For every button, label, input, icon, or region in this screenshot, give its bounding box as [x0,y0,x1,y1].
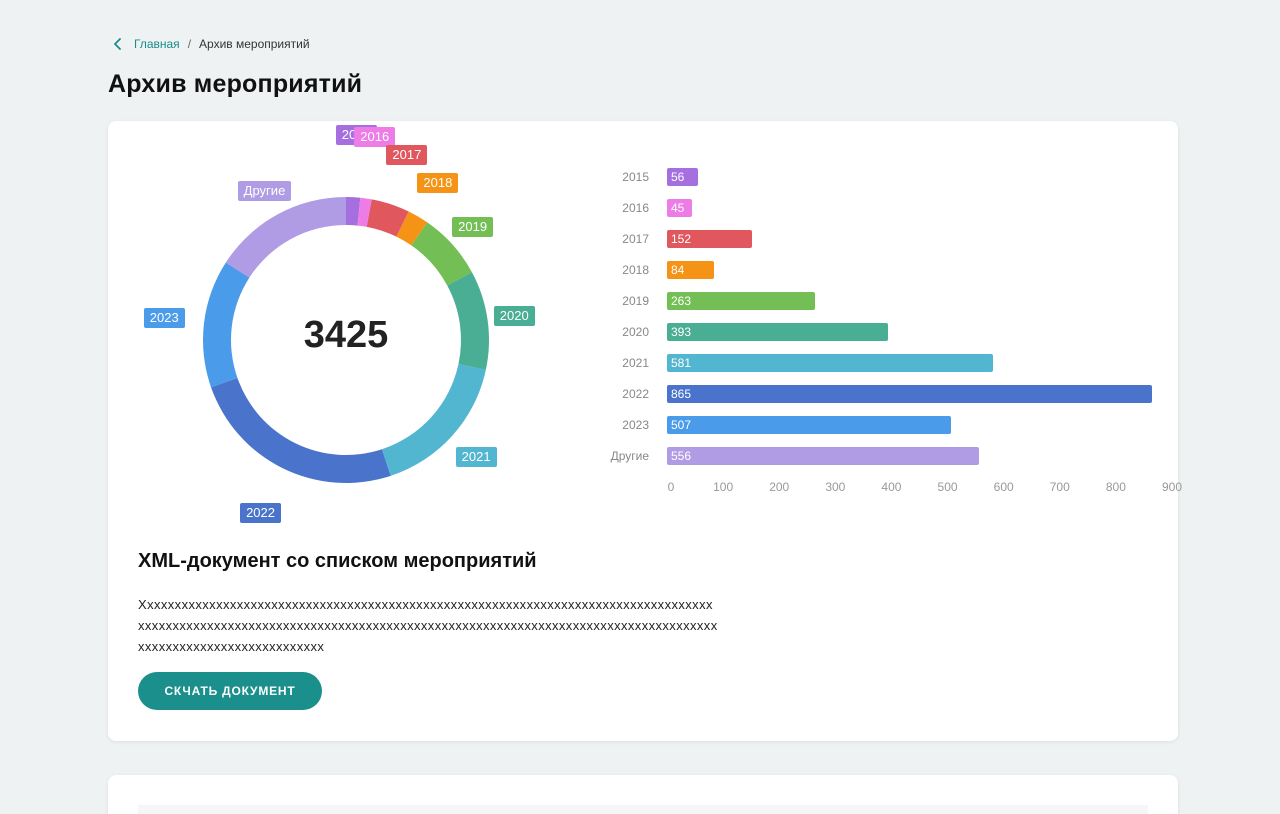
bar-2021: 581 [667,354,993,372]
donut-slice-2022 [211,377,391,483]
bar-value-label: 263 [671,294,692,308]
bar-category-label: 2020 [622,325,649,339]
bar-2023: 507 [667,416,952,434]
xml-section-title: XML-документ со списком мероприятий [138,550,537,572]
bar-category-label: 2021 [622,356,649,370]
donut-slice-2023 [203,262,250,388]
bar-value-label: 581 [671,356,692,370]
donut-chart-svg [203,197,490,483]
bar-2017: 152 [667,230,753,248]
events-archive-card: 3425 20152016201720182019202020212022202… [108,121,1182,741]
donut-total: 3425 [303,314,389,356]
donut-label-2017: 2017 [386,144,428,165]
donut-slice-2018 [396,211,428,246]
breadcrumb: Главная / Архив мероприятий [110,36,310,52]
x-tick-label: 400 [881,480,902,494]
x-tick-label: 800 [1105,480,1126,494]
donut-label-other: Другие [237,180,292,201]
bar-2016: 45 [667,199,693,217]
download-document-button[interactable]: СКЧАТЬ ДОКУМЕНТ [138,672,322,710]
x-tick-label: 0 [667,480,675,494]
bar-category-label: 2023 [622,418,649,432]
donut-slice-2015 [346,197,361,226]
donut-slice-2020 [447,272,490,370]
donut-slice-2019 [411,222,472,286]
donut-label-2019: 2019 [452,216,494,237]
second-card-header [138,805,1148,814]
bar-2020: 393 [667,323,888,341]
breadcrumb-current: Архив мероприятий [199,37,310,51]
donut-label-2023: 2023 [143,308,185,329]
bar-category-label: Другие [610,449,649,463]
bar-2022: 865 [667,385,1153,403]
bar-value-label: 152 [671,232,692,246]
second-card [108,775,1178,814]
x-tick-label: 100 [713,480,734,494]
bar-2019: 263 [667,292,815,310]
donut-label-2020: 2020 [493,305,535,326]
xml-section-description: Xxxxxxxxxxxxxxxxxxxxxxxxxxxxxxxxxxxxxxxx… [138,597,718,654]
chevron-left-icon[interactable] [110,36,126,52]
bar-category-label: 2019 [622,294,649,308]
bar-category-label: 2016 [622,201,649,215]
bar-category-label: 2015 [622,170,649,184]
x-tick-label: 500 [937,480,958,494]
x-tick-label: 600 [993,480,1014,494]
bar-value-label: 84 [671,263,685,277]
bar-value-label: 45 [671,201,685,215]
bar-value-label: 393 [671,325,692,339]
breadcrumb-home-link[interactable]: Главная [134,37,180,51]
donut-label-2022: 2022 [240,503,281,524]
bar-category-label: 2018 [622,263,649,277]
donut-slice-2017 [366,199,409,237]
bar-other: 556 [667,447,979,465]
bar-category-label: 2022 [622,387,649,401]
donut-slice-2021 [381,364,486,476]
bar-value-label: 56 [671,170,685,184]
bar-value-label: 865 [671,387,692,401]
breadcrumb-separator: / [187,37,192,51]
donut-slice-other [225,197,346,278]
donut-slice-2016 [357,197,372,227]
x-tick-label: 700 [1049,480,1070,494]
bar-chart: 0 100 200 300 400 500 600 700 800 900 2015 56 2016 4… [588,161,1182,511]
x-tick-label: 900 [1161,480,1183,494]
donut-label-2018: 2018 [417,172,459,193]
x-tick-label: 300 [825,480,846,494]
page-title: Архив мероприятий [108,70,363,98]
donut-label-2021: 2021 [455,446,497,467]
bar-category-label: 2017 [622,232,649,246]
donut-label-2016: 2016 [354,127,396,148]
x-tick-label: 200 [769,480,790,494]
bar-value-label: 556 [671,449,692,463]
bar-value-label: 507 [671,418,692,432]
bar-2015: 56 [667,168,699,186]
bar-2018: 84 [667,261,715,279]
